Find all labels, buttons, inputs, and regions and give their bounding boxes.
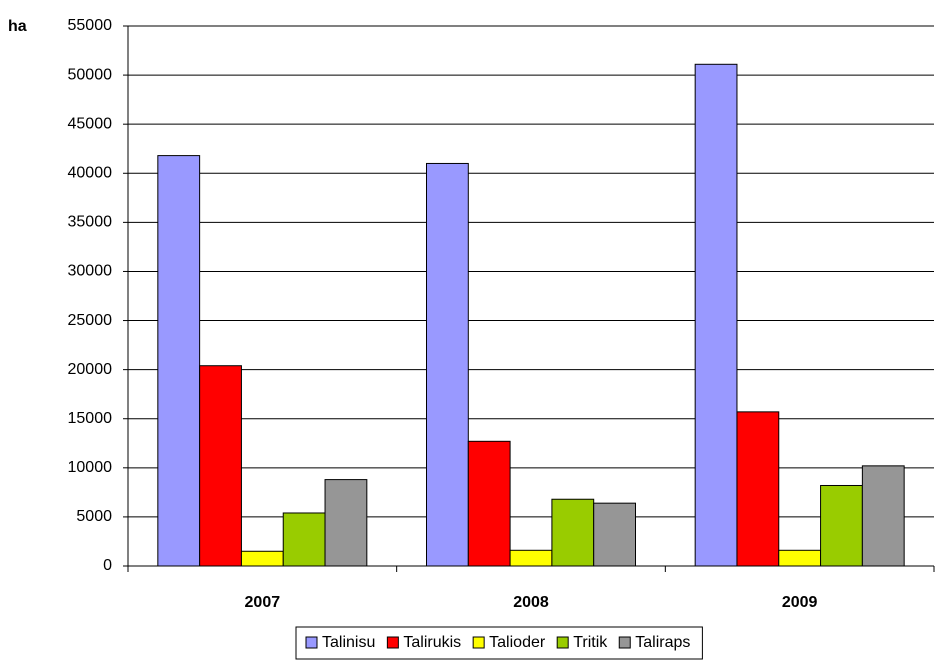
bar <box>694 63 738 567</box>
legend-label: Talioder <box>489 634 546 651</box>
y-tick-label: 35000 <box>68 214 113 231</box>
bar <box>282 512 326 567</box>
x-tick-label: 2009 <box>782 594 818 611</box>
bar <box>778 549 822 567</box>
legend-swatch <box>618 636 631 649</box>
bar <box>199 365 242 567</box>
legend-swatch <box>305 636 318 649</box>
bar <box>324 479 368 567</box>
y-tick-label: 20000 <box>68 361 113 378</box>
y-tick-label: 40000 <box>68 164 113 181</box>
y-tick-label: 5000 <box>76 508 112 525</box>
legend-swatch <box>386 636 399 649</box>
legend-label: Tritik <box>573 634 608 651</box>
y-tick-label: 15000 <box>68 410 113 427</box>
bar <box>509 549 553 567</box>
bar <box>861 465 905 567</box>
y-tick-label: 55000 <box>68 17 113 34</box>
bar <box>467 440 511 567</box>
x-tick-label: 2007 <box>245 594 281 611</box>
bar <box>240 550 284 567</box>
legend-swatch <box>556 636 569 649</box>
bar <box>157 155 201 567</box>
legend-box <box>295 626 703 660</box>
legend-label: Talirukis <box>403 634 461 651</box>
y-tick-label: 30000 <box>68 263 113 280</box>
bar <box>593 502 637 567</box>
legend-label: Taliraps <box>635 634 690 651</box>
y-tick-label: 25000 <box>68 312 113 329</box>
y-axis-label: ha <box>8 18 27 35</box>
bar <box>820 484 863 567</box>
bar <box>736 411 780 567</box>
legend-label: Talinisu <box>322 634 375 651</box>
bar <box>551 498 595 567</box>
y-tick-label: 0 <box>103 557 112 574</box>
x-tick-label: 2008 <box>513 594 549 611</box>
legend-swatch <box>472 636 485 649</box>
bar <box>426 162 469 567</box>
legend: Talinisu Talirukis Talioder Tritik Taliraps <box>295 626 703 660</box>
y-tick-label: 45000 <box>68 115 113 132</box>
y-tick-label: 10000 <box>68 459 113 476</box>
y-tick-label: 50000 <box>68 66 113 83</box>
